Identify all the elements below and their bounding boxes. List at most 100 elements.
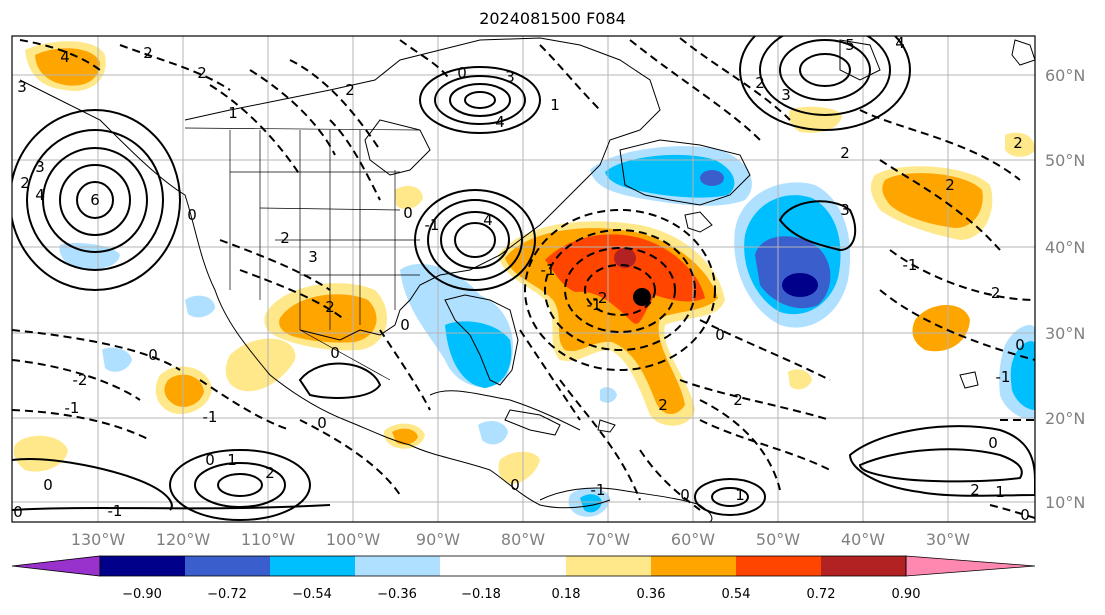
lon-label: 60°W [671, 530, 715, 549]
lat-label: 10°N [1045, 493, 1085, 512]
contour-label: 4 [895, 34, 905, 52]
negative-anomaly-region [700, 170, 724, 186]
map-title: 2024081500 F084 [479, 9, 626, 28]
contours-positive [12, 36, 1035, 521]
lon-label: 130°W [71, 530, 126, 549]
contour-label: 3 [840, 201, 850, 219]
contour-label: 1 [228, 104, 238, 122]
colorbar-tick: −0.54 [292, 587, 332, 602]
colorbar-extend-high [905, 555, 1036, 577]
colorbar-tick: −0.36 [377, 587, 417, 602]
colorbar-segment [270, 556, 355, 576]
colorbar-extend-low [11, 555, 101, 577]
contour-label: 1 [550, 96, 560, 114]
colorbar-segment [736, 556, 821, 576]
contour-label: -1 [108, 502, 123, 520]
contour-label: 0 [457, 64, 467, 82]
shaded-field [13, 41, 1035, 517]
contour-label: 2 [970, 481, 980, 499]
contour-label: -2 [593, 289, 608, 307]
map-frame [11, 35, 1036, 523]
contour-label: -1 [587, 296, 602, 314]
contour-label: 2 [345, 81, 355, 99]
colorbar-tick: 0.54 [722, 587, 751, 602]
contour-label: 3 [308, 248, 318, 266]
lat-label: 60°N [1045, 66, 1085, 85]
colorbar-tick: 0.72 [807, 587, 836, 602]
contour-label: 2 [755, 74, 765, 92]
grid [12, 36, 1035, 522]
contour-label: 0 [13, 503, 23, 521]
contour-label: 0 [680, 486, 690, 504]
contour-label: 2 [143, 44, 153, 62]
contour-label: 3 [505, 68, 515, 86]
colorbar-border [99, 555, 907, 577]
contour-label: 0 [317, 414, 327, 432]
positive-anomaly-region [614, 248, 636, 268]
contour-label: 2 [1013, 134, 1023, 152]
contour-label: 4 [483, 211, 493, 229]
colorbar-segment [651, 556, 736, 576]
lon-label: 50°W [756, 530, 800, 549]
contour-label: -1 [996, 368, 1011, 386]
contour-label: 1 [227, 451, 237, 469]
colorbar-tick: 0.18 [552, 587, 581, 602]
contour-label: 0 [510, 476, 520, 494]
negative-anomaly-region [59, 243, 120, 270]
negative-anomaly-region [102, 347, 132, 372]
contour-label: 2 [840, 144, 850, 162]
positive-anomaly-region [1005, 132, 1035, 157]
positive-anomaly-region [392, 428, 418, 445]
contour-label: 3 [35, 158, 45, 176]
contour-label: 1 [735, 486, 745, 504]
negative-anomaly-region [1010, 341, 1035, 410]
contour-label: 4 [60, 48, 70, 66]
contour-label: 2 [197, 64, 207, 82]
positive-anomaly-region [545, 234, 705, 324]
contour-label: -1 [203, 408, 218, 426]
negative-anomaly-region [185, 295, 215, 318]
contour-label: 2 [325, 298, 335, 316]
colorbar-tick: −0.90 [122, 587, 162, 602]
lat-label: 50°N [1045, 151, 1085, 170]
positive-anomaly-region [13, 435, 69, 472]
lon-label: 110°W [241, 530, 296, 549]
contour-label: -1 [591, 481, 606, 499]
contour-label: 4 [495, 113, 505, 131]
colorbar-segment [821, 556, 906, 576]
negative-anomaly-region [605, 154, 735, 198]
lat-label: 40°N [1045, 238, 1085, 257]
contour-label: -2 [986, 284, 1001, 302]
positive-anomaly-region [498, 451, 540, 484]
positive-anomaly-region [788, 369, 812, 390]
contour-label: -1 [541, 261, 556, 279]
contour-label: -2 [73, 371, 88, 389]
positive-anomaly-region [395, 186, 423, 210]
negative-anomaly-region [580, 494, 602, 513]
contour-label: 0 [187, 206, 197, 224]
colorbar-segment [185, 556, 270, 576]
colorbar-segment [566, 556, 651, 576]
contour-label: 0 [205, 451, 215, 469]
longitude-labels: 130°W 120°W 110°W 100°W 90°W 80°W 70°W 6… [71, 530, 970, 549]
colorbar-tick: 0.36 [637, 587, 666, 602]
contour-label: 3 [17, 78, 27, 96]
contour-label: -1 [425, 216, 440, 234]
storm-center-marker [633, 288, 651, 306]
contour-label: 2 [20, 174, 30, 192]
contour-label: 0 [330, 344, 340, 362]
contour-label: 2 [280, 229, 290, 247]
colorbar-tick: 0.90 [892, 587, 921, 602]
positive-anomaly-region [882, 173, 983, 228]
contour-label: 0 [400, 316, 410, 334]
map-content: 6 4 3 2 4 3 4 3 5 4 3 2 4 2 3 2 0 0 -2 -… [12, 34, 1035, 522]
lon-label: 80°W [501, 530, 545, 549]
lon-label: 120°W [156, 530, 211, 549]
lon-label: 90°W [416, 530, 460, 549]
positive-anomaly-region [35, 48, 100, 86]
lon-label: 30°W [926, 530, 970, 549]
lon-label: 100°W [326, 530, 381, 549]
contour-label: -1 [65, 399, 80, 417]
contour-label: 1 [995, 483, 1005, 501]
